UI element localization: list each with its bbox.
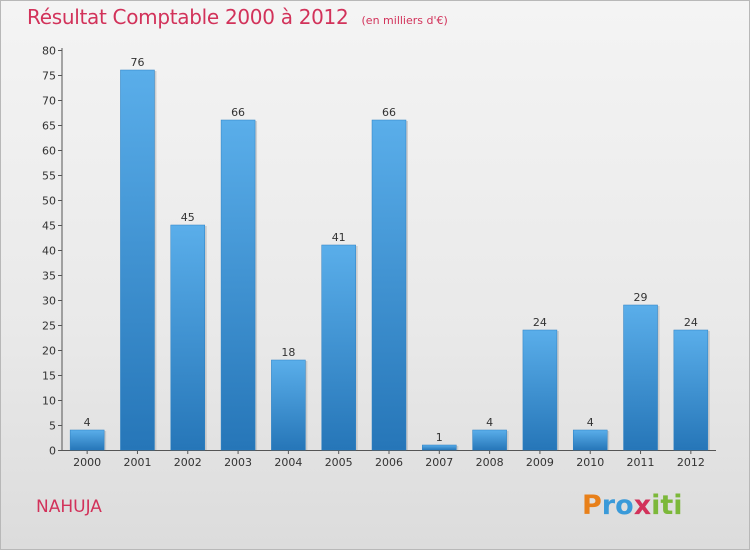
bars	[69, 69, 710, 451]
bar	[472, 429, 507, 451]
y-tick-label: 0	[49, 445, 56, 458]
y-tick-label: 50	[42, 195, 56, 208]
bar	[321, 244, 356, 451]
x-tick-label: 2006	[375, 456, 403, 469]
bar	[170, 224, 206, 451]
data-label: 66	[231, 106, 245, 119]
bar	[623, 304, 658, 451]
axes: 0 5 10 15 20 25 30 35 40 45 50 55 60 65 70 75 80	[42, 45, 716, 458]
bar	[69, 429, 105, 451]
data-label: 4	[486, 416, 493, 429]
y-tick-label: 75	[42, 70, 56, 83]
bar	[422, 444, 457, 451]
bar	[572, 429, 608, 451]
chart-subtitle: (en milliers d'€)	[361, 14, 448, 27]
x-tick-label: 2007	[425, 456, 453, 469]
x-tick-label: 2000	[73, 456, 101, 469]
logo-letter: o	[615, 490, 634, 521]
logo-letter: i	[673, 490, 683, 521]
y-tick-label: 45	[42, 220, 56, 233]
proxiti-logo: Proxiti	[582, 490, 683, 521]
bar	[522, 329, 558, 451]
x-tick-label: 2002	[174, 456, 202, 469]
y-tick-label: 15	[42, 370, 56, 383]
x-tick-label: 2011	[627, 456, 655, 469]
y-tick-label: 70	[42, 95, 56, 108]
bar	[371, 119, 407, 451]
y-tick-label: 60	[42, 145, 56, 158]
y-tick-label: 20	[42, 345, 56, 358]
data-label: 29	[634, 291, 648, 304]
data-label: 4	[84, 416, 91, 429]
data-label: 41	[332, 231, 346, 244]
x-tick-label: 2001	[123, 456, 151, 469]
y-tick-label: 35	[42, 270, 56, 283]
x-tick-label: 2005	[325, 456, 353, 469]
x-tick-label: 2012	[677, 456, 705, 469]
x-tick-label: 2009	[526, 456, 554, 469]
data-label: 24	[684, 316, 698, 329]
data-label: 1	[436, 431, 443, 444]
data-label: 76	[130, 56, 144, 69]
title-row: Résultat Comptable 2000 à 2012 (en milli…	[27, 5, 448, 29]
y-tick-label: 5	[49, 420, 56, 433]
data-label: 24	[533, 316, 547, 329]
x-tick-label: 2003	[224, 456, 252, 469]
logo-letter: t	[660, 490, 674, 521]
y-tick-label: 65	[42, 120, 56, 133]
commune-name: NAHUJA	[36, 497, 102, 517]
data-label: 18	[281, 346, 295, 359]
y-tick-label: 55	[42, 170, 56, 183]
y-tick-label: 40	[42, 245, 56, 258]
labels: 2000420017620024520036620041820054120066…	[73, 56, 705, 469]
bar	[673, 329, 709, 451]
logo-letter: x	[633, 490, 652, 521]
logo-letter: P	[582, 490, 602, 521]
y-tick-label: 10	[42, 395, 56, 408]
data-label: 45	[181, 211, 195, 224]
x-tick-label: 2008	[476, 456, 504, 469]
x-tick-label: 2010	[576, 456, 604, 469]
logo-letter: i	[651, 490, 661, 521]
y-tick-label: 30	[42, 295, 56, 308]
chart-title: Résultat Comptable 2000 à 2012	[27, 5, 349, 29]
x-tick-label: 2004	[274, 456, 302, 469]
data-label: 4	[587, 416, 594, 429]
bar	[271, 359, 306, 451]
y-tick-label: 80	[42, 45, 56, 58]
data-label: 66	[382, 106, 396, 119]
bar	[220, 119, 256, 451]
logo-letter: r	[601, 490, 616, 521]
bar	[120, 69, 155, 451]
y-tick-label: 25	[42, 320, 56, 333]
